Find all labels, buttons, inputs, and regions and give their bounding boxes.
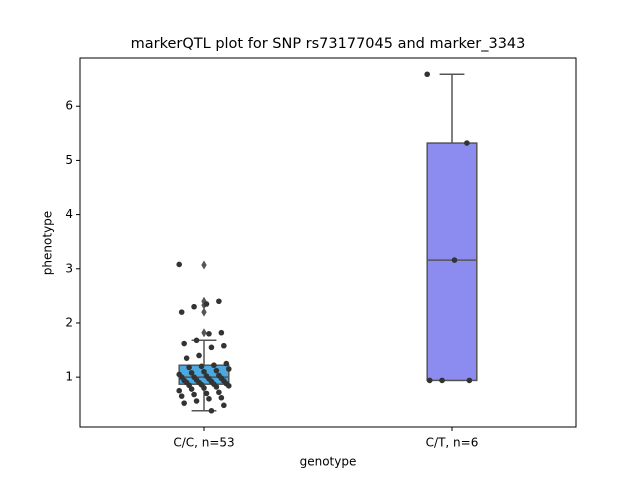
point [201, 368, 207, 375]
flier [201, 307, 207, 317]
x-tick-label: C/T, n=6 [426, 436, 479, 450]
point [186, 364, 192, 371]
y-tick-label: 6 [65, 99, 73, 113]
x-axis-label: genotype [300, 455, 357, 469]
point [176, 387, 182, 394]
point [208, 344, 215, 351]
point [216, 389, 222, 396]
flier [201, 328, 207, 338]
point [424, 71, 431, 78]
point [218, 394, 225, 401]
point [178, 309, 185, 315]
point [221, 342, 227, 349]
point [226, 366, 232, 372]
point [466, 377, 473, 384]
point [451, 257, 458, 263]
point [198, 363, 205, 370]
chart-title: markerQTL plot for SNP rs73177045 and ma… [131, 36, 526, 52]
point [193, 398, 200, 404]
y-tick-label: 1 [65, 370, 73, 384]
point [188, 386, 195, 392]
point [216, 298, 222, 305]
point [181, 340, 187, 347]
point [191, 303, 197, 310]
y-tick-label: 3 [65, 261, 73, 275]
point [178, 393, 185, 399]
point [464, 140, 470, 146]
point [208, 407, 215, 414]
point [426, 377, 433, 384]
plot-frame [79, 57, 577, 428]
point [193, 337, 200, 344]
point [439, 377, 445, 384]
point [213, 384, 220, 390]
point [211, 362, 217, 369]
x-tick-label: C/C, n=53 [173, 436, 234, 450]
point [188, 370, 195, 376]
point [221, 402, 227, 409]
point [203, 390, 210, 397]
point [213, 367, 220, 374]
point [226, 383, 232, 389]
point [206, 396, 212, 402]
point [196, 352, 202, 359]
point [181, 400, 187, 406]
y-tick-label: 2 [65, 315, 73, 329]
point [183, 355, 190, 361]
y-axis-label: phenotype [41, 211, 55, 275]
y-tick-label: 5 [65, 153, 73, 167]
point [191, 391, 197, 398]
point [206, 331, 212, 337]
point [223, 360, 230, 367]
y-tick-label: 4 [65, 207, 73, 221]
point [201, 385, 207, 391]
box [426, 142, 478, 382]
point [218, 329, 225, 336]
flier [201, 260, 207, 270]
point [203, 301, 210, 307]
point [176, 261, 182, 268]
